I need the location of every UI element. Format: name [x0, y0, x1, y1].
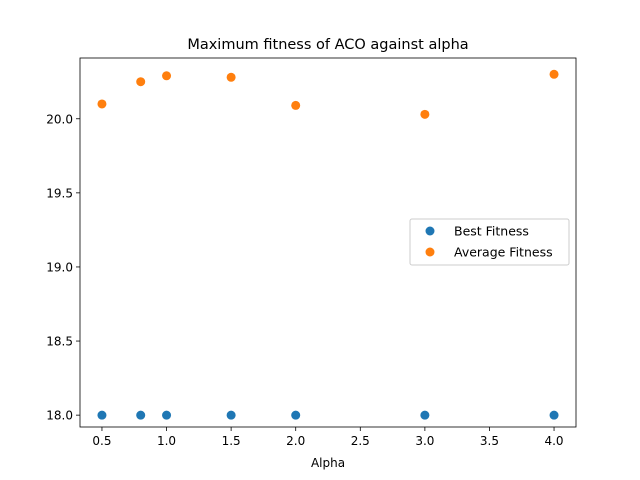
legend-label-best-fitness: Best Fitness — [454, 224, 529, 239]
y-tick-label: 18.0 — [46, 409, 73, 423]
x-tick-label: 3.0 — [415, 434, 434, 448]
x-tick-label: 4.0 — [544, 434, 563, 448]
y-tick-label: 19.5 — [46, 186, 73, 200]
point-average-fitness — [162, 71, 172, 81]
point-best-fitness — [136, 410, 146, 420]
legend-label-average-fitness: Average Fitness — [454, 245, 553, 260]
chart-title: Maximum fitness of ACO against alpha — [187, 37, 468, 53]
legend-marker-average-fitness — [425, 247, 435, 257]
point-best-fitness — [420, 410, 430, 420]
x-tick-label: 1.5 — [222, 434, 241, 448]
y-tick-label: 18.5 — [46, 335, 73, 349]
plot-area-frame — [79, 57, 577, 428]
point-average-fitness — [226, 72, 236, 82]
x-tick-label: 0.5 — [92, 434, 111, 448]
point-average-fitness — [136, 77, 146, 87]
x-axis-label: Alpha — [311, 456, 345, 470]
legend-frame — [409, 218, 570, 266]
x-tick-label: 2.5 — [351, 434, 370, 448]
x-axis-ticks: 0.5 1.0 1.5 2.0 2.5 3.0 3.5 4.0 — [92, 427, 564, 448]
y-tick-label: 20.0 — [46, 112, 73, 126]
legend-marker-best-fitness — [425, 226, 435, 236]
point-best-fitness — [291, 410, 301, 420]
point-best-fitness — [97, 410, 107, 420]
point-average-fitness — [549, 69, 559, 79]
point-best-fitness — [162, 410, 172, 420]
y-tick-label: 19.0 — [46, 260, 73, 274]
x-tick-label: 2.0 — [286, 434, 305, 448]
point-average-fitness — [97, 99, 107, 109]
point-best-fitness — [226, 410, 236, 420]
point-average-fitness — [291, 100, 301, 110]
point-best-fitness — [549, 410, 559, 420]
point-average-fitness — [420, 109, 430, 119]
plot-marks — [97, 69, 559, 420]
legend: Best Fitness Average Fitness — [409, 218, 570, 266]
y-axis-ticks: 18.0 18.5 19.0 19.5 20.0 — [46, 112, 80, 423]
x-tick-label: 1.0 — [157, 434, 176, 448]
x-tick-label: 3.5 — [480, 434, 499, 448]
